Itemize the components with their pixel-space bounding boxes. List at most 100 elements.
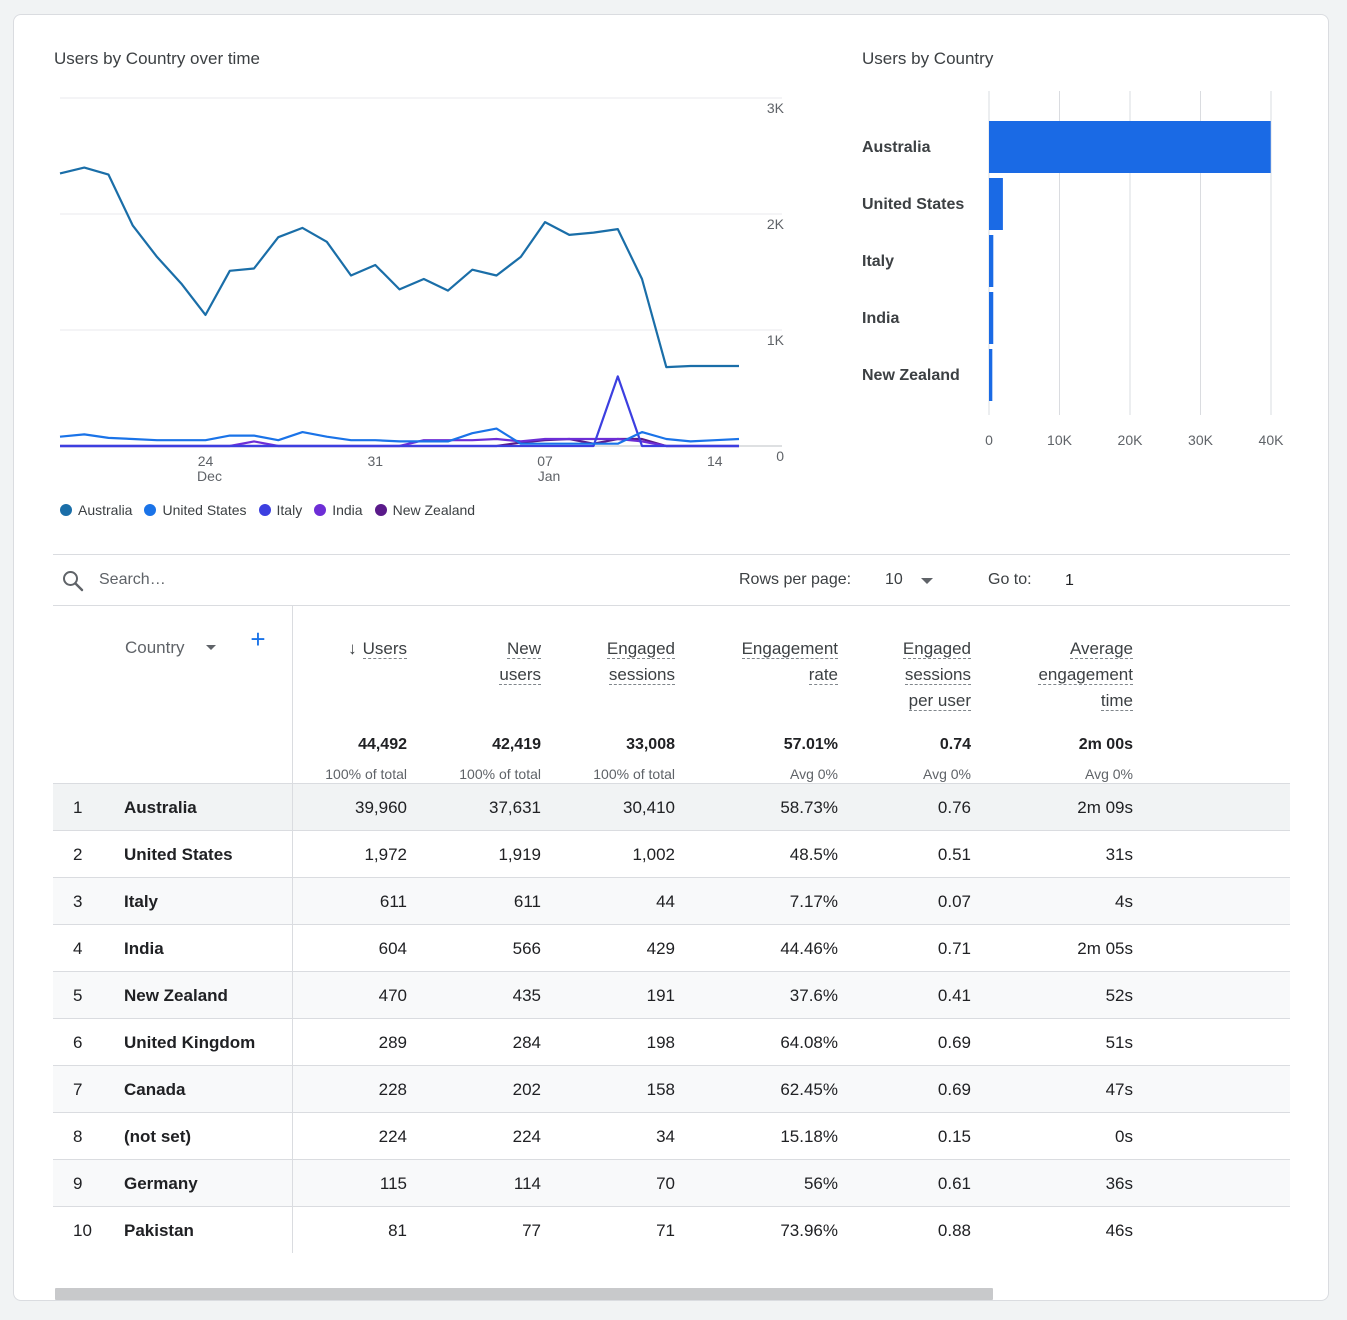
country-cell[interactable]: New Zealand [124,986,228,1005]
column-header-engaged-sessions-per-user[interactable]: Engaged sessions per user [851,636,971,714]
country-cell[interactable]: Italy [124,892,159,911]
search-icon[interactable] [61,569,85,593]
add-dimension-icon[interactable]: + [250,624,266,654]
legend-item-united-states[interactable]: United States [144,502,247,518]
column-divider [292,1160,293,1206]
bar-italy[interactable] [989,235,994,287]
metric-cell: 51s [1105,1033,1133,1052]
country-cell[interactable]: United States [124,845,233,864]
legend-item-australia[interactable]: Australia [60,502,132,518]
table-row[interactable]: 5 New Zealand 470 435 191 37.6% 0.41 52s [53,971,1290,1018]
column-header-text: Engagement [741,639,838,659]
column-header-engagement-rate[interactable]: Engagement rate [698,636,838,688]
legend-label: Australia [78,502,133,518]
y-tick-label: 1K [767,332,785,348]
metric-cell: 289 [378,1033,407,1052]
table-row[interactable]: 9 Germany 115 114 70 56% 0.61 36s [53,1159,1290,1206]
column-header-line: New [421,636,541,662]
row-index: 4 [73,939,83,958]
table-body: 1 Australia 39,960 37,631 30,410 58.73% 0.76 2m… [53,783,1290,1253]
row-index: 10 [73,1221,92,1240]
column-header-line: Engagement [698,636,838,662]
column-header-text: per user [908,691,971,711]
column-total-subtext: Avg 0% [1085,766,1133,782]
metric-cell: 46s [1105,1221,1133,1240]
goto-input[interactable] [1065,568,1125,594]
x-tick-label: 31 [367,453,383,469]
bar-chart[interactable]: 0 10K 20K 30K 40K Australia United States Italy… [854,75,1314,475]
bar-new-zealand[interactable] [989,349,993,401]
country-cell[interactable]: Australia [124,798,197,817]
table-row[interactable]: 6 United Kingdom 289 284 198 64.08% 0.69 51s [53,1018,1290,1065]
column-divider [292,878,293,924]
metric-cell: 31s [1105,845,1133,864]
column-header-line: sessions [851,662,971,688]
column-total-subtext: 100% of total [325,766,407,782]
country-cell[interactable]: United Kingdom [124,1033,256,1052]
bar-australia[interactable] [989,121,1271,173]
metric-cell: 115 [379,1174,407,1193]
column-header-line: per user [851,688,971,714]
search-input[interactable]: Search… [99,571,166,588]
metric-cell: 228 [378,1080,407,1099]
metric-cell: 198 [646,1033,675,1052]
rows-per-page-value: 10 [885,571,903,588]
column-header-users[interactable]: ↓ Users [277,636,407,662]
table-row[interactable]: 3 Italy 611 611 44 7.17% 0.07 4s [53,877,1290,924]
sort-descending-icon[interactable]: ↓ [348,639,357,658]
legend-item-new-zealand[interactable]: New Zealand [374,502,476,518]
column-header-text: rate [808,665,838,685]
legend-item-india[interactable]: India [314,502,363,518]
column-header-new-users[interactable]: New users [421,636,541,688]
metric-cell: 191 [646,986,675,1005]
bar-united-states[interactable] [989,178,1003,230]
table-row[interactable]: 10 Pakistan 81 77 71 73.96% 0.88 46s [53,1206,1290,1253]
legend-swatch [258,504,271,516]
metric-cell: 64.08% [780,1033,838,1052]
metric-cell: 70 [656,1174,675,1193]
metric-cell: 37,631 [489,798,541,817]
country-cell[interactable]: Germany [124,1174,198,1193]
report-card: Users by Country over time 3K 2K 1K 0 24 Dec 3… [13,14,1329,1301]
rows-per-page-select[interactable]: 10 [885,571,945,593]
legend-swatch [374,504,387,516]
column-total: 57.01% [783,736,838,753]
column-divider [292,972,293,1018]
series-line-australia[interactable] [59,166,739,369]
table-row[interactable]: 7 Canada 228 202 158 62.45% 0.69 47s [53,1065,1290,1112]
country-cell[interactable]: Canada [124,1080,186,1099]
table-row[interactable]: 8 (not set) 224 224 34 15.18% 0.15 0s [53,1112,1290,1159]
column-header-text: engagement [1038,665,1133,685]
legend-label: Italy [276,502,303,518]
table-row[interactable]: 1 Australia 39,960 37,631 30,410 58.73% 0.76 2m… [53,783,1290,830]
row-index: 2 [73,845,83,864]
country-cell[interactable]: Pakistan [124,1221,194,1240]
column-header-average-engagement-time[interactable]: Average engagement time [983,636,1133,714]
horizontal-scrollbar[interactable] [55,1288,993,1300]
column-header-line: Engaged [851,636,971,662]
country-cell[interactable]: (not set) [124,1127,192,1146]
table-row[interactable]: 2 United States 1,972 1,919 1,002 48.5% 0.51 31… [53,830,1290,877]
column-total-subtext: 100% of total [459,766,541,782]
column-total-subtext: 100% of total [593,766,675,782]
country-dimension-header[interactable]: Country [125,638,185,657]
column-header-engaged-sessions[interactable]: Engaged sessions [545,636,675,688]
table-row[interactable]: 4 India 604 566 429 44.46% 0.71 2m 05s [53,924,1290,971]
x-tick-label: 10K [1047,432,1073,448]
country-cell[interactable]: India [124,939,164,958]
chevron-down-icon[interactable] [206,645,216,650]
x-tick-month-label: Dec [197,468,222,484]
legend-label: United States [162,502,247,518]
metric-cell: 566 [512,939,541,958]
legend-item-italy[interactable]: Italy [258,502,303,518]
metric-cell: 81 [388,1221,407,1240]
bar-chart-title: Users by Country [862,49,994,68]
column-divider [292,831,293,877]
column-divider [292,606,293,783]
series-line-united-states[interactable] [59,427,740,445]
series-line-italy[interactable] [60,375,739,448]
legend-label: New Zealand [392,502,476,518]
bar-india[interactable] [989,292,994,344]
metric-cell: 37.6% [789,986,838,1005]
